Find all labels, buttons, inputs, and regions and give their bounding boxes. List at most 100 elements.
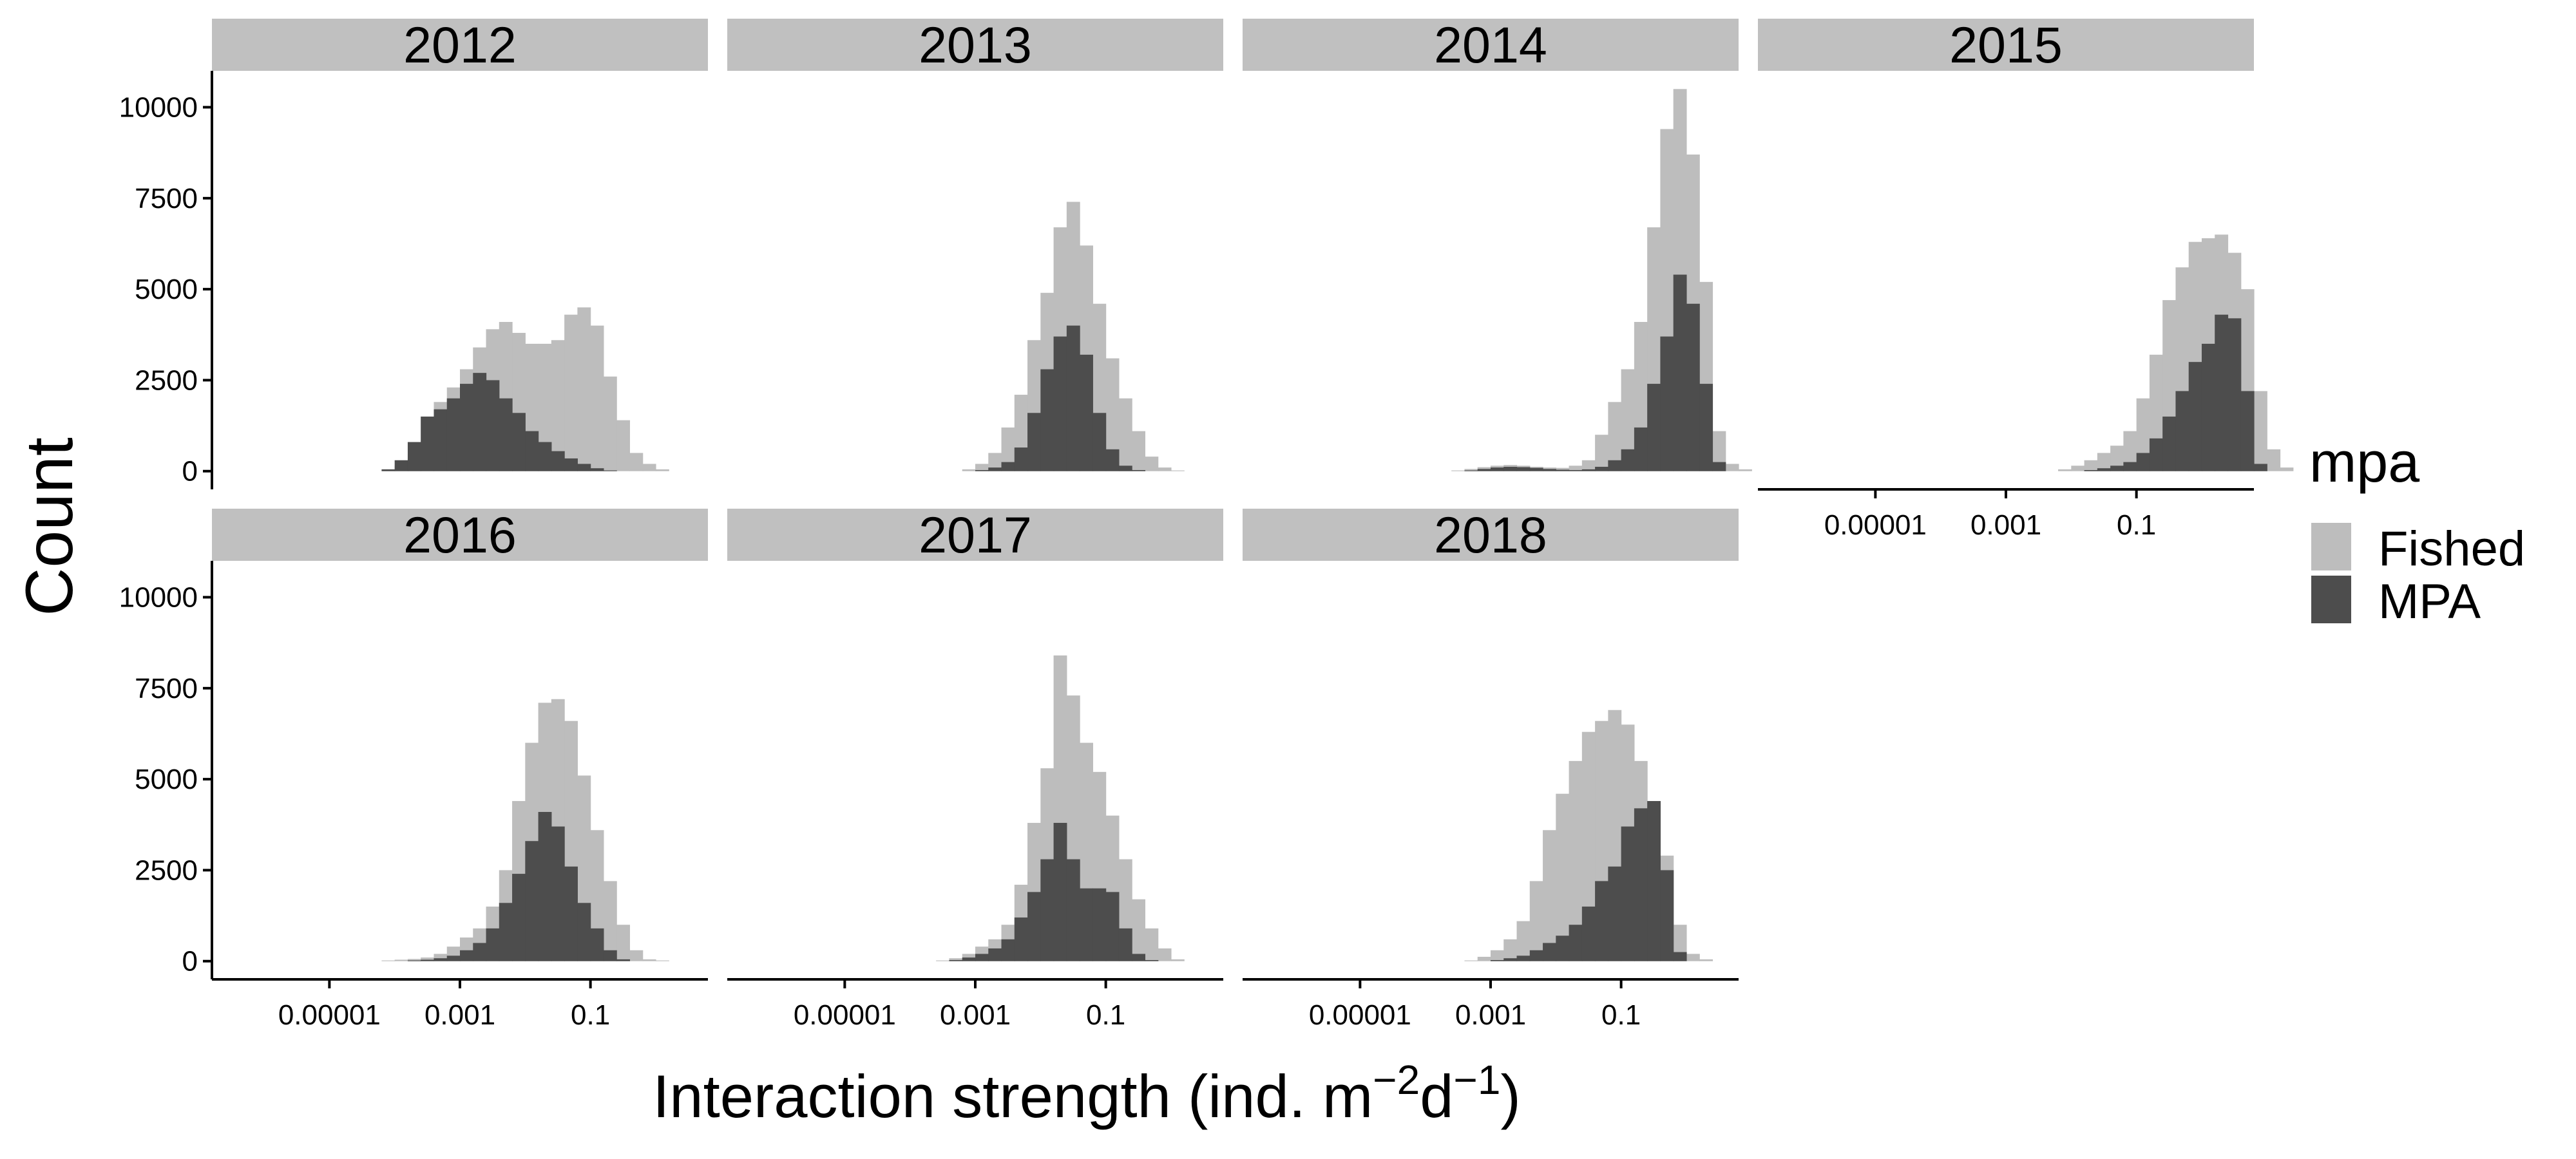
bar-mpa	[1092, 413, 1107, 471]
bar-mpa	[1145, 960, 1159, 961]
bar-mpa	[2136, 453, 2150, 471]
bar-mpa	[499, 398, 513, 471]
facet-strip	[1758, 19, 2254, 71]
x-tick-label: 0.1	[1601, 999, 1641, 1031]
bar-mpa	[2240, 391, 2255, 471]
bar-fished	[2084, 460, 2098, 471]
bar-mpa	[460, 950, 473, 961]
bar-fished	[1145, 928, 1159, 961]
bar-mpa	[1634, 427, 1648, 471]
facet-strip	[212, 509, 708, 561]
bar-mpa	[2228, 318, 2242, 471]
legend-key-fished	[2311, 523, 2351, 570]
bar-fished	[975, 464, 989, 471]
x-tick-label: 0.001	[940, 999, 1011, 1031]
legend-title: mpa	[2309, 430, 2419, 494]
facet-strip-label: 2017	[919, 506, 1032, 563]
bar-fished	[642, 959, 656, 961]
bar-mpa	[1027, 892, 1041, 961]
bar-mpa	[1556, 936, 1570, 961]
bar-mpa	[381, 469, 396, 471]
bar-mpa	[1503, 466, 1518, 471]
y-tick-label: 2500	[135, 364, 198, 396]
bar-mpa	[962, 957, 976, 961]
legend-key-mpa	[2311, 576, 2351, 623]
bar-mpa	[1491, 467, 1504, 471]
bars-2015	[2058, 234, 2294, 471]
bar-mpa	[616, 959, 631, 961]
bar-mpa	[1673, 274, 1687, 471]
bar-mpa	[1712, 462, 1726, 471]
bar-mpa	[1080, 888, 1093, 961]
bar-mpa	[1491, 960, 1504, 961]
bar-mpa	[1014, 448, 1028, 471]
bar-mpa	[1053, 336, 1067, 471]
bar-fished	[1595, 435, 1608, 471]
bar-mpa	[1608, 460, 1622, 471]
bar-mpa	[2215, 314, 2229, 471]
bar-mpa	[590, 468, 604, 471]
bar-mpa	[603, 950, 617, 961]
bar-mpa	[1001, 462, 1015, 471]
x-axis-title: Interaction strength (ind. m−2d−1)	[653, 1057, 1521, 1130]
bar-mpa	[486, 380, 500, 471]
x-tick-label: 0.00001	[278, 999, 381, 1031]
y-tick-label: 7500	[135, 673, 198, 704]
bar-fished	[1158, 467, 1172, 471]
bar-mpa	[1118, 928, 1132, 961]
panel-2013: 2013	[727, 16, 1223, 471]
bar-mpa	[512, 874, 526, 961]
facet-strip	[1243, 509, 1739, 561]
bar-fished	[407, 959, 421, 961]
bar-mpa	[988, 467, 1002, 471]
bar-fished	[2071, 466, 2085, 471]
bar-fished	[590, 325, 604, 471]
bar-fished	[2267, 449, 2281, 471]
x-axis-title-main: Interaction strength (ind. m	[653, 1062, 1373, 1130]
bar-mpa	[473, 373, 487, 471]
bar-fished	[2280, 467, 2294, 471]
bar-mpa	[1529, 467, 1543, 471]
bar-mpa	[2097, 468, 2111, 471]
bars-2017	[936, 655, 1185, 961]
bar-mpa	[434, 409, 448, 471]
bars-2013	[962, 202, 1185, 471]
bar-fished	[1621, 369, 1635, 471]
bar-mpa	[2188, 362, 2202, 471]
facet-strip-label: 2014	[1434, 16, 1547, 73]
bar-mpa	[551, 451, 565, 471]
panel-2017: 2017 0.00001 0.001 0.1	[727, 506, 1223, 1031]
y-tick-label: 5000	[135, 274, 198, 305]
bar-fished	[603, 881, 617, 961]
bar-fished	[1145, 457, 1159, 471]
bar-mpa	[1595, 881, 1608, 961]
bar-mpa	[407, 442, 421, 471]
bar-fished	[1001, 427, 1015, 471]
bar-mpa	[1001, 939, 1015, 961]
bar-fished	[629, 453, 644, 471]
bar-fished	[1608, 402, 1622, 471]
bar-mpa	[1529, 950, 1543, 961]
bar-fished	[577, 307, 591, 471]
bars-2016	[381, 699, 669, 961]
bar-fished	[1516, 921, 1531, 961]
x-axis-title-exp2: −1	[1454, 1057, 1501, 1103]
bar-fished	[2123, 431, 2137, 471]
bar-mpa	[394, 460, 408, 471]
bar-mpa	[1581, 469, 1596, 471]
bar-fished	[962, 469, 976, 471]
bar-mpa	[949, 960, 963, 961]
facet-panels: 2012 0 2500 5000 7500 10000 2013 2014 2015 0.0000…	[119, 16, 2294, 1031]
bar-mpa	[434, 958, 448, 961]
bar-mpa	[1660, 870, 1674, 961]
bar-mpa	[1673, 952, 1687, 961]
bar-mpa	[446, 956, 461, 961]
bar-mpa	[1080, 354, 1093, 471]
legend-label-mpa: MPA	[2378, 574, 2481, 629]
bar-mpa	[1040, 859, 1054, 961]
bar-fished	[1556, 467, 1570, 471]
bar-mpa	[1569, 470, 1583, 471]
x-tick-label: 0.1	[1086, 999, 1125, 1031]
x-axis-title-mid: d	[1420, 1062, 1453, 1130]
bar-fished	[1158, 948, 1172, 961]
